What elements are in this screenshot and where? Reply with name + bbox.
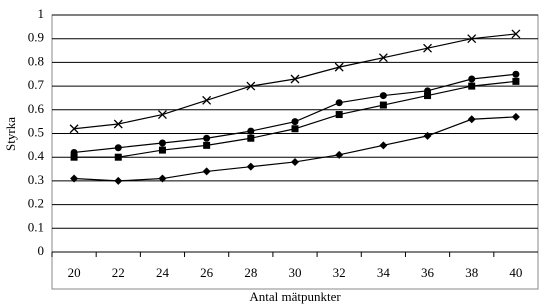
x-axis-title: Antal mätpunkter [249,289,341,304]
marker-x [157,110,167,119]
y-tick-label: 0.4 [28,148,45,163]
marker-x [202,95,212,105]
x-tick-label: 34 [377,265,391,280]
y-axis-title: Styrka [3,117,18,151]
marker-square [424,92,432,100]
marker-x [113,119,123,129]
marker-x [69,124,79,134]
y-tick-label: 0.7 [28,77,45,92]
marker-diamond [246,162,255,171]
marker-diamond [70,174,79,183]
marker-circle [247,127,255,135]
marker-diamond [511,112,520,121]
marker-square [379,101,387,109]
marker-x [378,53,388,63]
marker-square [247,134,255,142]
y-tick-label: 0.1 [28,219,44,234]
marker-circle [291,118,299,126]
marker-square [512,77,520,85]
marker-circle [335,99,343,107]
marker-diamond [114,176,123,185]
marker-x [467,34,477,44]
y-tick-label: 0.3 [28,172,44,187]
marker-circle [158,139,166,147]
y-tick-label: 0.8 [28,53,44,68]
marker-square [203,141,211,149]
marker-square [158,146,166,154]
marker-square [114,153,122,161]
marker-x [423,43,433,53]
x-tick-label: 22 [112,265,125,280]
x-tick-label: 38 [465,265,478,280]
y-tick-label: 1 [38,6,45,21]
marker-diamond [423,131,432,140]
x-tick-label: 28 [244,265,257,280]
marker-square [468,82,476,90]
marker-diamond [202,167,211,176]
marker-square [291,125,299,133]
y-tick-label: 0.9 [28,30,44,45]
x-tick-label: 26 [200,265,214,280]
marker-circle [468,75,476,83]
y-tick-label: 0.6 [28,101,45,116]
marker-diamond [379,141,388,150]
x-tick-label: 20 [68,265,81,280]
x-tick-label: 32 [333,265,346,280]
marker-x [290,74,300,84]
marker-x [334,62,344,72]
series-line [74,33,516,130]
marker-circle [114,144,122,152]
plot-frame [51,14,539,290]
x-tick-label: 24 [156,265,170,280]
y-tick-label: 0.2 [28,196,44,211]
marker-x [511,29,521,39]
marker-diamond [467,115,476,124]
y-tick-label: 0.5 [28,124,44,139]
marker-x [246,81,256,91]
x-tick-label: 36 [421,265,435,280]
marker-square [70,153,78,161]
marker-diamond [335,150,344,159]
marker-circle [203,134,211,142]
x-tick-label: 40 [509,265,522,280]
y-tick-label: 0 [38,243,45,258]
x-tick-label: 30 [289,265,302,280]
marker-square [335,111,343,119]
marker-diamond [158,174,167,183]
marker-circle [512,70,520,78]
marker-diamond [291,157,299,166]
marker-circle [379,92,387,100]
